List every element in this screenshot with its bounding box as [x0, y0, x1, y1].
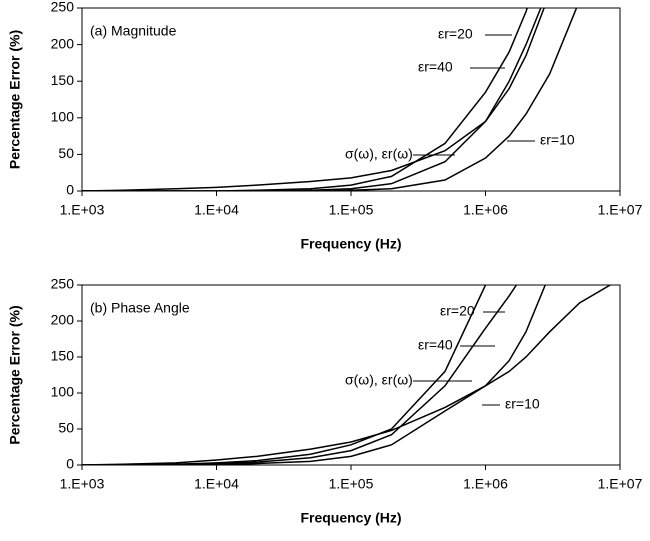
y-tick-label: 250	[51, 276, 75, 292]
y-tick-label: 100	[51, 109, 75, 125]
x-tick-label: 1.E+04	[194, 202, 239, 218]
series-line	[82, 285, 547, 465]
y-axis-title: Percentage Error (%)	[7, 30, 23, 169]
y-tick-label: 0	[66, 456, 74, 472]
x-axis-title: Frequency (Hz)	[300, 236, 401, 252]
panel-title: (a) Magnitude	[90, 23, 177, 39]
x-tick-label: 1.E+05	[329, 202, 374, 218]
y-tick-label: 50	[58, 420, 74, 436]
x-tick-label: 1.E+07	[598, 202, 643, 218]
x-tick-label: 1.E+04	[194, 476, 239, 492]
x-tick-label: 1.E+05	[329, 476, 374, 492]
panel-title: (b) Phase Angle	[90, 300, 190, 316]
series-line	[82, 8, 545, 191]
series-line	[82, 8, 578, 191]
series-line	[82, 285, 612, 465]
x-tick-label: 1.E+03	[60, 476, 105, 492]
y-axis-title: Percentage Error (%)	[7, 305, 23, 444]
series-label: εr=10	[540, 132, 575, 148]
series-label: εr=20	[438, 26, 473, 42]
series-label: εr=10	[505, 396, 540, 412]
y-tick-label: 200	[51, 35, 75, 51]
x-tick-label: 1.E+06	[463, 476, 508, 492]
series-label: εr=40	[418, 337, 453, 353]
series-label: εr=20	[440, 303, 475, 319]
series-line	[82, 8, 529, 191]
y-tick-label: 150	[51, 348, 75, 364]
y-tick-label: 50	[58, 145, 74, 161]
y-tick-label: 200	[51, 312, 75, 328]
x-tick-label: 1.E+06	[463, 202, 508, 218]
series-line	[82, 8, 542, 191]
y-tick-label: 150	[51, 72, 75, 88]
x-axis-title: Frequency (Hz)	[300, 510, 401, 526]
x-tick-label: 1.E+07	[598, 476, 643, 492]
x-tick-label: 1.E+03	[60, 202, 105, 218]
plot-area	[82, 8, 578, 191]
y-tick-label: 0	[66, 182, 74, 198]
series-label: σ(ω), εr(ω)	[345, 372, 413, 388]
y-tick-label: 100	[51, 384, 75, 400]
plot-area	[82, 285, 612, 465]
series-label: εr=40	[418, 59, 453, 75]
series-label: σ(ω), εr(ω)	[345, 146, 413, 162]
y-tick-label: 250	[51, 0, 75, 15]
